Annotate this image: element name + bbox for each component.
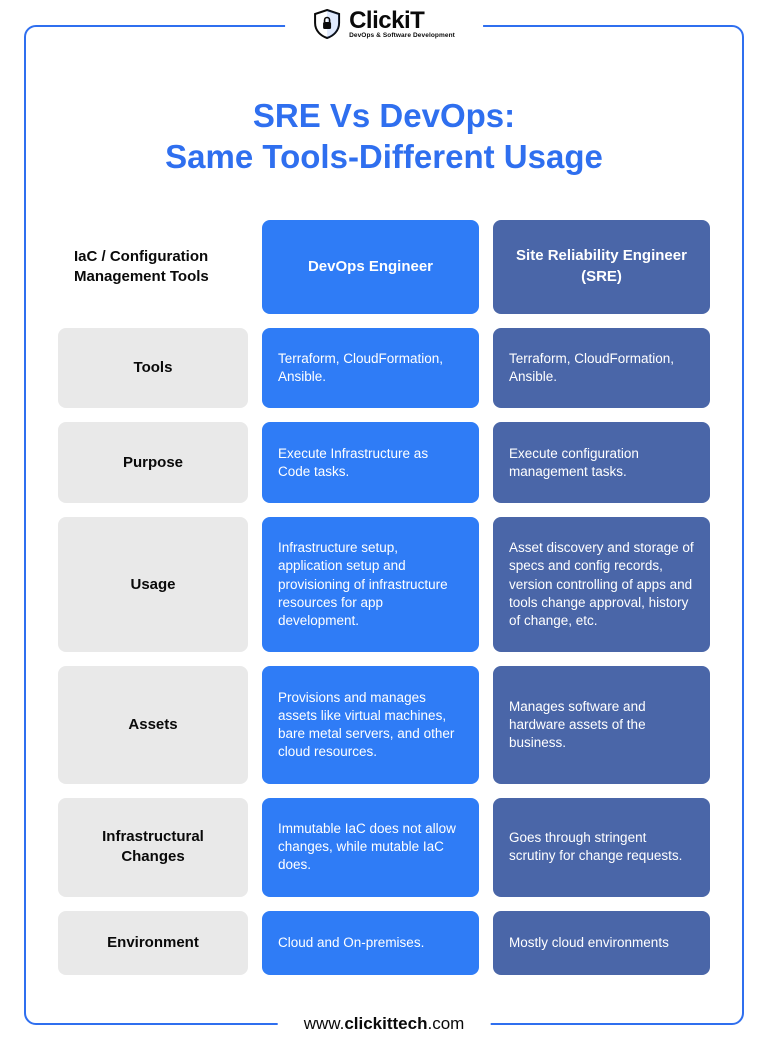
devops-cell: Immutable IaC does not allow changes, wh…	[262, 798, 479, 897]
title-line-1: SRE Vs DevOps:	[253, 97, 515, 134]
infographic-frame: ClickiT DevOps & Software Development SR…	[24, 25, 744, 1025]
row-label: Environment	[58, 911, 248, 976]
column-header-sre: Site Reliability Engineer (SRE)	[493, 220, 710, 314]
logo-text: ClickiT DevOps & Software Development	[349, 9, 455, 40]
row-header-label: IaC / Configuration Management Tools	[58, 220, 248, 314]
footer-url: www.clickittech.com	[278, 1014, 491, 1034]
footer-suffix: .com	[427, 1014, 464, 1033]
row-label: Purpose	[58, 422, 248, 503]
devops-cell: Provisions and manages assets like virtu…	[262, 666, 479, 783]
sre-cell: Asset discovery and storage of specs and…	[493, 517, 710, 652]
shield-icon	[313, 9, 341, 39]
sre-cell: Mostly cloud environments	[493, 911, 710, 976]
page-title: SRE Vs DevOps: Same Tools-Different Usag…	[58, 95, 710, 178]
devops-cell: Terraform, CloudFormation, Ansible.	[262, 328, 479, 409]
footer-domain: clickittech	[344, 1014, 427, 1033]
footer-prefix: www.	[304, 1014, 345, 1033]
row-label: Infrastructural Changes	[58, 798, 248, 897]
brand-name: ClickiT	[349, 9, 455, 33]
sre-cell: Execute configuration management tasks.	[493, 422, 710, 503]
brand-tagline: DevOps & Software Development	[349, 33, 455, 40]
devops-cell: Infrastructure setup, application setup …	[262, 517, 479, 652]
sre-cell: Goes through stringent scrutiny for chan…	[493, 798, 710, 897]
row-label: Assets	[58, 666, 248, 783]
sre-cell: Manages software and hardware assets of …	[493, 666, 710, 783]
row-label: Tools	[58, 328, 248, 409]
sre-cell: Terraform, CloudFormation, Ansible.	[493, 328, 710, 409]
devops-cell: Cloud and On-premises.	[262, 911, 479, 976]
row-label: Usage	[58, 517, 248, 652]
column-header-devops: DevOps Engineer	[262, 220, 479, 314]
devops-cell: Execute Infrastructure as Code tasks.	[262, 422, 479, 503]
title-line-2: Same Tools-Different Usage	[165, 138, 603, 175]
comparison-table: IaC / Configuration Management Tools Dev…	[58, 220, 710, 976]
logo: ClickiT DevOps & Software Development	[285, 9, 483, 40]
